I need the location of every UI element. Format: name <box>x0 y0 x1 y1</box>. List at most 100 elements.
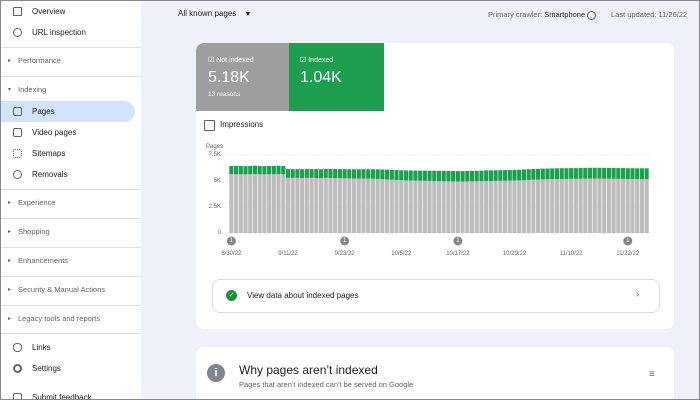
bar-segment <box>318 169 324 179</box>
bar-segment <box>252 174 258 233</box>
bar-segment <box>644 179 649 233</box>
nav-item[interactable]: Submit feedback <box>1 387 135 399</box>
bar-segment <box>333 178 338 233</box>
bar-segment <box>361 178 366 233</box>
nav-label: Enhancements <box>18 256 69 265</box>
nav-section[interactable]: ▸ Enhancements <box>1 251 135 271</box>
bar-segment <box>564 178 569 233</box>
bar-segment <box>257 174 262 233</box>
nav-item[interactable]: Overview <box>1 1 135 22</box>
bar-segment <box>323 168 328 178</box>
nav-section[interactable]: ▸ Legacy tools and reports <box>1 309 135 329</box>
bar-segment <box>639 179 644 233</box>
nav-item[interactable]: Sitemaps <box>1 143 135 164</box>
bar-segment <box>493 180 498 233</box>
filter-dropdown[interactable]: All known pages ▼ <box>178 9 252 18</box>
nav-label: Removals <box>32 170 68 179</box>
bar-segment <box>517 169 522 181</box>
bar-segment <box>578 178 583 233</box>
bar-segment <box>295 169 300 178</box>
checkbox[interactable] <box>204 120 215 131</box>
nav-section[interactable]: ▸ Shopping <box>1 222 135 242</box>
why-subtitle: Pages that aren't indexed can't be serve… <box>239 380 414 389</box>
bar-segment <box>366 178 371 233</box>
not-indexed-card[interactable]: ☑ Not indexed 5.18K 13 reasons <box>196 43 289 111</box>
nav-label: Pages <box>32 107 55 116</box>
bar-segment <box>238 165 243 175</box>
bar-segment <box>432 181 437 233</box>
filter-icon[interactable]: ≡ <box>649 369 655 380</box>
bar-segment <box>314 169 319 178</box>
bar-segment <box>356 178 361 233</box>
report-card: ☑ Not indexed 5.18K 13 reasons ☑ Indexed… <box>196 43 674 329</box>
nav-section[interactable]: ▸ Experience <box>1 193 135 213</box>
bar-segment <box>436 181 442 233</box>
x-tick-label: 11/10/22 <box>560 251 584 257</box>
bar-segment <box>630 179 635 233</box>
bar-segment <box>413 180 418 233</box>
x-tick-label: 10/5/22 <box>391 251 412 257</box>
nav-section[interactable]: ▾ Indexing <box>1 80 135 100</box>
bar-segment <box>536 168 541 180</box>
bar-segment <box>370 178 375 233</box>
bar-segment <box>304 169 309 178</box>
nav-item[interactable]: URL inspection <box>1 22 135 43</box>
nav-item[interactable]: Video pages <box>1 122 135 143</box>
nav-label: Links <box>32 343 51 352</box>
divider <box>1 305 141 306</box>
bar-segment <box>314 177 319 233</box>
nav-item[interactable]: Removals <box>1 164 135 185</box>
bar-segment <box>488 181 493 233</box>
divider <box>1 47 141 48</box>
bar-segment <box>267 174 272 233</box>
impressions-label: Impressions <box>220 120 264 129</box>
bar-segment <box>484 170 489 181</box>
bar-segment <box>276 174 281 233</box>
bar-segment <box>465 170 470 182</box>
bar-segment <box>418 180 423 233</box>
nav-section[interactable]: ▸ Performance <box>1 51 135 71</box>
card-label: Not indexed <box>216 57 254 64</box>
bar-segment <box>531 169 536 180</box>
nav-item[interactable]: Settings <box>1 358 135 379</box>
bar-segment <box>366 169 371 179</box>
nav-label: Settings <box>32 364 61 373</box>
card-subtitle: 13 reasons <box>208 91 241 98</box>
annotation-label: 1 <box>230 238 234 244</box>
nav-item-selected[interactable]: Pages <box>1 101 135 122</box>
bar-segment <box>257 165 262 175</box>
annotation-marker <box>453 236 463 246</box>
bar-segment <box>394 179 399 233</box>
bar-segment <box>616 168 621 179</box>
annotation-label: 1 <box>626 238 630 244</box>
bar-segment <box>375 169 380 179</box>
info-icon: i <box>207 364 225 382</box>
nav-label: Experience <box>18 198 56 207</box>
bar-segment <box>569 168 574 179</box>
bar-segment <box>356 169 361 179</box>
bar-segment <box>243 174 248 233</box>
bar-segment <box>309 177 314 233</box>
indexed-card[interactable]: ☑ Indexed 1.04K <box>289 43 384 111</box>
nav-label: Indexing <box>18 85 47 94</box>
nav-item[interactable]: Links <box>1 337 135 358</box>
indexed-pages-link[interactable]: ✓ View data about indexed pages › <box>212 279 660 313</box>
nav-section[interactable]: ▸ Security & Manual Actions <box>1 280 135 300</box>
card-value: 1.04K <box>300 69 342 86</box>
y-tick-label: 7.5K <box>209 152 221 158</box>
bar-segment <box>592 167 597 179</box>
annotation-label: 1 <box>343 238 347 244</box>
bar-segment <box>262 174 267 233</box>
link-label: View data about indexed pages <box>247 291 359 300</box>
annotation-label: 1 <box>456 238 460 244</box>
bar-segment <box>488 170 493 181</box>
bar-segment <box>625 179 630 233</box>
bar-segment <box>361 169 366 179</box>
bar-segment <box>394 170 399 180</box>
annotation-marker <box>226 236 236 246</box>
check-icon: ✓ <box>226 290 237 301</box>
bar-segment <box>389 179 394 233</box>
bar-segment <box>474 170 479 182</box>
bar-segment <box>569 178 574 233</box>
bar-segment <box>446 170 451 182</box>
